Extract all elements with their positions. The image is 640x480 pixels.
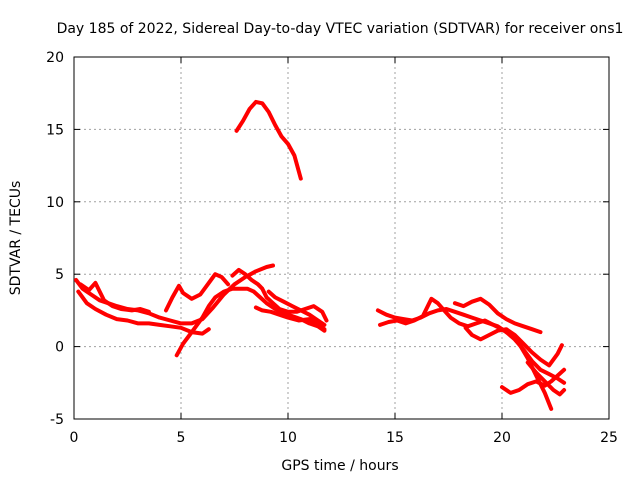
series-sat-o: [525, 360, 567, 397]
series-sat-k: [378, 296, 554, 411]
series-sat-f: [174, 286, 327, 358]
series-sat-j: [375, 307, 567, 385]
series-sat-l: [452, 296, 543, 335]
series-sat-e: [164, 272, 231, 313]
series-sat-m: [463, 325, 564, 368]
series-sat-d: [78, 280, 151, 314]
series-sat-i: [266, 289, 327, 327]
x-tick-label: 20: [493, 430, 511, 446]
tick-layer: 0 5 10 15 20 25 -5 0 5 10 15 20: [46, 50, 618, 446]
series-layer: [74, 99, 567, 411]
y-tick-label: 20: [46, 50, 64, 66]
x-axis-label: GPS time / hours: [281, 458, 398, 474]
x-tick-label: 10: [279, 430, 297, 446]
y-tick-label: 15: [46, 122, 64, 138]
x-tick-label: 0: [70, 430, 79, 446]
y-tick-label: 0: [55, 340, 64, 356]
series-sat-h: [253, 305, 327, 332]
series-sat-n: [500, 367, 567, 395]
series-sat-a: [234, 99, 303, 181]
x-tick-label: 15: [386, 430, 404, 446]
x-tick-label: 5: [177, 430, 186, 446]
y-axis-label: SDTVAR / TECUs: [8, 181, 24, 296]
x-tick-label: 25: [600, 430, 618, 446]
y-tick-label: 5: [55, 267, 64, 283]
y-tick-label: -5: [50, 412, 64, 428]
chart-title: Day 185 of 2022, Sidereal Day-to-day VTE…: [57, 21, 624, 37]
plot-frame: [73, 56, 610, 420]
y-tick-label: 10: [46, 195, 64, 211]
series-sat-g: [230, 267, 329, 323]
